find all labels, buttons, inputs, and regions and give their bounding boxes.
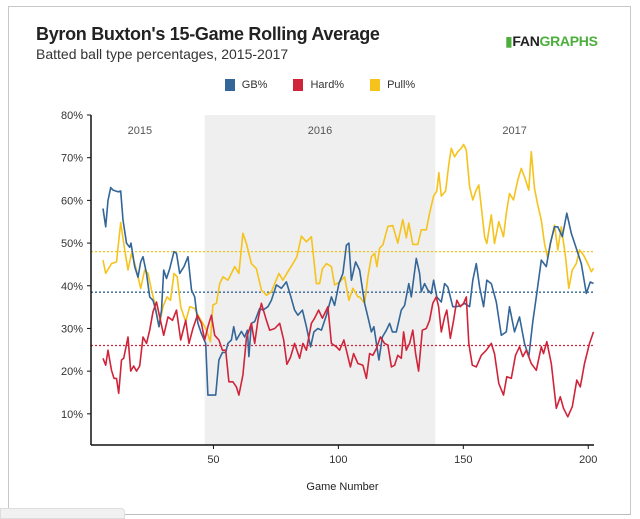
season-label: 2016 xyxy=(308,125,332,137)
x-axis-label: Game Number xyxy=(306,481,378,493)
legend-item-pull[interactable]: Pull% xyxy=(370,79,415,91)
x-tick-label: 100 xyxy=(329,454,347,466)
logo-suffix: GRAPHS xyxy=(539,33,598,49)
season-label: 2015 xyxy=(128,125,152,137)
legend-swatch xyxy=(293,79,304,91)
chart-title: Byron Buxton's 15-Game Rolling Average xyxy=(36,24,380,44)
y-tick-label: 60% xyxy=(61,195,83,207)
legend-swatch xyxy=(370,79,381,91)
y-tick-label: 50% xyxy=(61,238,83,250)
legend-item-hard[interactable]: Hard% xyxy=(293,79,344,91)
y-tick-label: 70% xyxy=(61,153,83,165)
chart-subtitle: Batted ball type percentages, 2015-2017 xyxy=(36,46,289,62)
y-tick-label: 10% xyxy=(61,409,83,421)
y-tick-label: 80% xyxy=(61,110,83,122)
series-line-Pull% xyxy=(102,143,595,343)
chart-frame xyxy=(8,6,631,515)
legend-swatch xyxy=(224,79,235,91)
legend-label: GB% xyxy=(241,79,268,91)
legend-label: Pull% xyxy=(387,79,416,91)
legend-item-gb[interactable]: GB% xyxy=(224,79,268,91)
series-line-GB% xyxy=(102,186,594,396)
y-tick-label: 40% xyxy=(61,281,83,293)
logo-mark-icon: ▮ xyxy=(505,33,513,49)
x-tick-label: 50 xyxy=(207,454,219,466)
x-tick-label: 200 xyxy=(579,454,597,466)
legend: GB% Hard% Pull% xyxy=(0,79,640,91)
x-tick-label: 150 xyxy=(454,454,472,466)
series-line-Hard% xyxy=(102,296,595,418)
season-label: 2017 xyxy=(502,125,526,137)
legend-label: Hard% xyxy=(310,79,345,91)
fangraphs-logo: ▮FANGRAPHS xyxy=(505,33,598,50)
logo-prefix: FAN xyxy=(512,33,540,49)
y-tick-label: 20% xyxy=(61,366,83,378)
y-tick-label: 30% xyxy=(61,323,83,335)
